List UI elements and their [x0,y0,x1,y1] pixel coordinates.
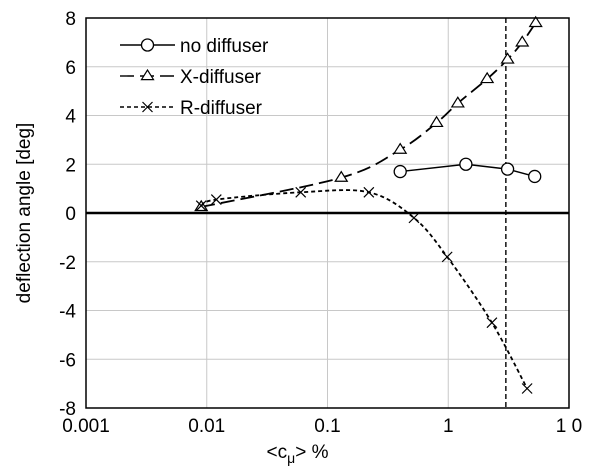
legend-label-no-diffuser: no diffuser [180,36,269,57]
data-point-r-diffuser [210,194,222,206]
plot-frame [85,17,570,409]
data-point-x-diffuser [515,35,530,47]
x-axis-label-sub: μ [287,450,295,466]
data-point-no-diffuser [459,157,473,171]
x-tick-label: 0.001 [62,416,110,437]
data-point-r-diffuser [408,212,420,224]
reference-lines [86,18,569,408]
x-tick-label: 0.01 [188,416,225,437]
data-point-x-diffuser [334,170,349,182]
series-layer [194,15,543,394]
y-tick-label: 6 [65,58,76,79]
y-tick-label: -8 [59,399,76,420]
series-no-diffuser [393,157,542,184]
y-tick-label: 8 [65,9,76,30]
data-point-no-diffuser [500,162,515,176]
series-line-r-diffuser [200,189,528,389]
x-tick-label: 0.1 [314,416,340,437]
y-tick-label: -2 [59,253,76,274]
data-point-x-diffuser [480,71,495,84]
legend-item-no-diffuser: no diffuser [120,36,269,57]
y-axis-label: deflection angle [deg] [14,123,35,304]
legend-label-x-diffuser: X-diffuser [180,67,262,88]
data-point-no-diffuser [393,164,407,179]
x-tick-labels: 0.001 0.01 0.1 1 1 0 [62,416,582,437]
data-point-r-diffuser [486,317,498,329]
legend-label-r-diffuser: R-diffuser [180,98,263,119]
data-point-r-diffuser [441,251,453,263]
legend-item-r-diffuser: R-diffuser [120,98,263,119]
data-point-r-diffuser [295,186,307,198]
legend-marker-r-diffuser [142,101,153,113]
data-point-no-diffuser [528,169,542,184]
series-line-no-diffuser [400,163,535,178]
x-axis-label: <cμ> % [267,442,329,466]
data-point-x-diffuser [393,142,408,154]
legend-marker-no-diffuser [140,38,155,52]
x-tick-label: 1 [443,416,454,437]
legend-item-x-diffuser: X-diffuser [120,67,262,88]
data-point-x-diffuser [450,96,465,108]
y-tick-label: 2 [65,155,76,176]
legend-marker-x-diffuser [140,68,155,81]
x-axis-label-pre: <c [267,442,288,463]
x-axis-label-post: > % [295,442,328,463]
y-tick-label: -6 [59,350,76,371]
y-tick-label: -4 [59,302,76,323]
y-tick-labels: -8 -6 -4 -2 0 2 4 6 8 [59,9,76,420]
data-point-x-diffuser [429,115,444,128]
data-point-x-diffuser [500,52,515,64]
data-point-r-diffuser [521,383,533,394]
legend: no diffuser X-diffuser R-diffuser [120,36,269,119]
data-point-x-diffuser [528,15,543,28]
data-point-r-diffuser [195,200,207,212]
series-r-diffuser [195,186,533,394]
data-point-r-diffuser [363,186,375,198]
y-tick-label: 4 [65,107,76,128]
x-tick-label: 1 0 [556,416,582,437]
y-tick-label: 0 [65,204,76,225]
